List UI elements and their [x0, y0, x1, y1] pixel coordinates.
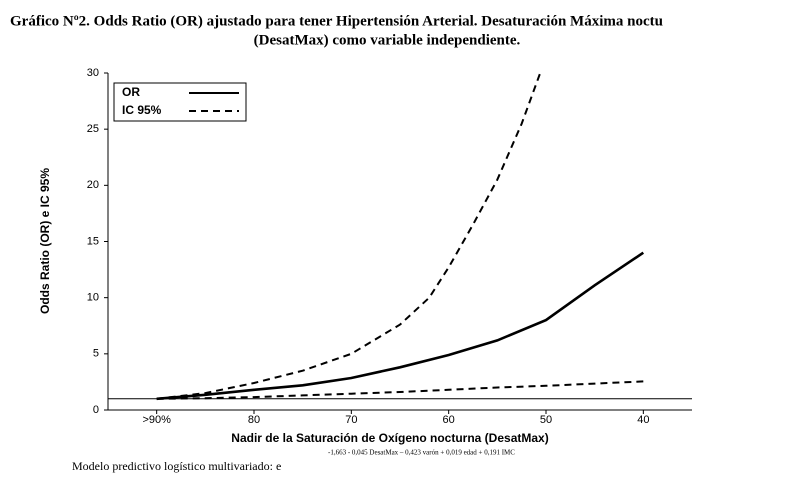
x-tick-label: 80 [248, 414, 260, 426]
legend-box [113, 82, 247, 122]
x-tick-label: 60 [443, 414, 455, 426]
y-axis-label: Odds Ratio (OR) e IC 95% [38, 168, 52, 314]
y-tick-label: 30 [87, 67, 99, 79]
x-tick-label: 40 [637, 414, 649, 426]
y-tick-label: 10 [87, 292, 99, 304]
series-line [156, 72, 542, 400]
x-tick-label: >90% [142, 414, 171, 426]
x-axis-label: Nadir de la Saturación de Oxígeno noctur… [231, 431, 548, 445]
series-line [156, 380, 644, 400]
x-tick-label: 70 [345, 414, 357, 426]
y-tick-label: 15 [87, 235, 99, 247]
series-line [156, 251, 645, 401]
y-tick-label: 5 [93, 348, 99, 360]
legend-label: IC 95% [122, 103, 162, 117]
chart-subtitle: (DesatMax) como variable independiente. [254, 32, 521, 48]
legend-label: OR [122, 85, 140, 99]
note: Modelo predictivo logístico multivariado… [72, 459, 281, 473]
x-tick-label: 50 [540, 414, 552, 426]
y-tick-label: 25 [87, 123, 99, 135]
note-exponent: -1,663 - 0,045 DesatMax – 0,423 varón + … [328, 449, 515, 457]
chart-title: Gráfico Nº2. Odds Ratio (OR) ajustado pa… [10, 13, 663, 29]
y-tick-label: 20 [87, 179, 99, 191]
y-tick-label: 0 [93, 404, 99, 416]
